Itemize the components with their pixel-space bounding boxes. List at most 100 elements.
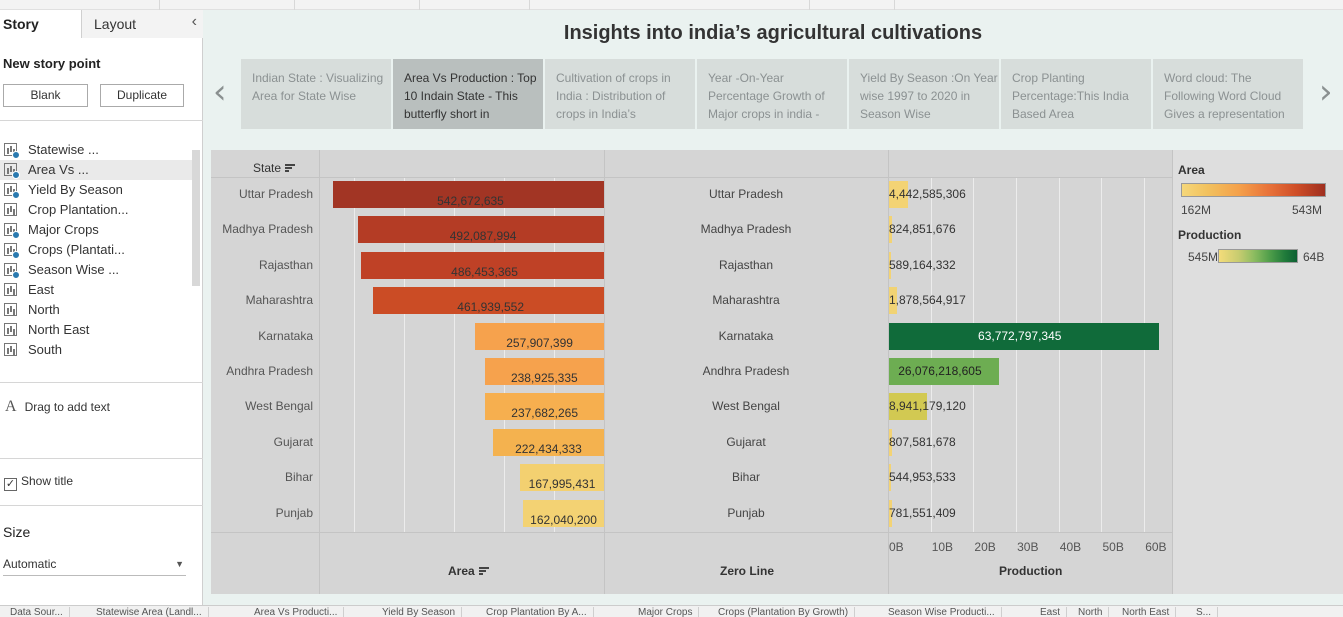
gridline bbox=[554, 178, 555, 532]
story-point-item[interactable]: Yield By Season bbox=[0, 180, 192, 200]
story-point-item[interactable]: Crops (Plantati... bbox=[0, 240, 192, 260]
production-bar[interactable] bbox=[889, 393, 927, 421]
sheet-tab[interactable]: Major Crops bbox=[632, 607, 700, 617]
sheet-tabs-bar: Data Sour... Statewise Area (Landl... Area… bbox=[0, 605, 1343, 617]
area-bar[interactable] bbox=[333, 181, 604, 208]
production-bar[interactable] bbox=[889, 287, 897, 315]
zero-line-axis-title: Zero Line bbox=[720, 564, 775, 578]
gridline bbox=[504, 178, 505, 532]
area-value-label: 486,453,365 bbox=[451, 264, 518, 279]
area-bar[interactable] bbox=[484, 358, 604, 385]
sort-icon[interactable] bbox=[285, 164, 296, 173]
story-point-caption[interactable]: Indian State : Visualizing Area for Stat… bbox=[241, 59, 391, 129]
blank-button[interactable]: Blank bbox=[3, 84, 88, 107]
story-point-item[interactable]: Statewise ... bbox=[0, 140, 192, 160]
production-value-label: 781,551,409 bbox=[889, 505, 956, 520]
area-bar[interactable] bbox=[373, 287, 604, 315]
production-tick-label: 60B bbox=[1145, 540, 1167, 554]
divider bbox=[0, 505, 203, 506]
size-label: Size bbox=[3, 524, 31, 540]
sheet-tab[interactable]: North East bbox=[1116, 607, 1177, 617]
production-bar[interactable] bbox=[889, 358, 1000, 385]
drag-text-item[interactable]: A Drag to add text bbox=[5, 398, 110, 416]
story-point-caption[interactable]: Year -On-Year Percentage Growth of Major… bbox=[697, 59, 847, 129]
zero-line-state-label: Madhya Pradesh bbox=[700, 222, 792, 237]
area-value-label: 461,939,552 bbox=[457, 300, 525, 315]
area-color-ramp bbox=[1181, 183, 1326, 197]
story-point-item[interactable]: Season Wise ... bbox=[0, 260, 192, 280]
tab-story[interactable]: Story bbox=[0, 10, 82, 38]
size-dropdown[interactable]: Automatic ▼ bbox=[3, 554, 186, 576]
story-point-caption[interactable]: Yield By Season :On Year wise 1997 to 20… bbox=[849, 59, 999, 129]
story-point-item[interactable]: Crop Plantation... bbox=[0, 200, 192, 220]
chevron-left-icon[interactable]: ‹ bbox=[191, 13, 197, 30]
pane-divider bbox=[888, 150, 889, 594]
sheet-tab[interactable]: Yield By Season bbox=[376, 607, 463, 617]
story-point-item[interactable]: East bbox=[0, 280, 192, 300]
story-pane: Story Layout ‹ New story point Blank Dup… bbox=[0, 10, 203, 605]
area-value-label: 238,925,335 bbox=[510, 371, 578, 385]
dashboard-icon bbox=[4, 303, 17, 316]
area-value-label: 237,682,265 bbox=[511, 406, 578, 421]
production-bar[interactable] bbox=[889, 464, 892, 492]
production-bar[interactable] bbox=[889, 251, 892, 279]
duplicate-button[interactable]: Duplicate bbox=[100, 84, 184, 107]
story-point-scrollbar[interactable] bbox=[192, 150, 200, 286]
sheet-tab[interactable]: Data Sour... bbox=[4, 607, 70, 617]
area-bar[interactable] bbox=[523, 499, 604, 527]
check-badge-icon bbox=[12, 271, 20, 279]
production-bar[interactable] bbox=[889, 181, 908, 208]
story-point-item[interactable]: Major Crops bbox=[0, 220, 192, 240]
production-bar[interactable] bbox=[889, 499, 893, 527]
sort-icon[interactable] bbox=[478, 567, 489, 576]
story-point-caption[interactable]: Word cloud: The Following Word Cloud Giv… bbox=[1153, 59, 1303, 129]
gridline bbox=[404, 178, 405, 532]
pane-divider bbox=[1172, 150, 1173, 594]
area-bar[interactable] bbox=[485, 393, 604, 421]
tab-layout[interactable]: Layout ‹ bbox=[82, 10, 203, 38]
production-bar[interactable] bbox=[889, 216, 893, 244]
state-header[interactable]: State bbox=[253, 161, 296, 175]
sheet-tab[interactable]: Statewise Area (Landl... bbox=[90, 607, 209, 617]
gridline bbox=[1144, 178, 1145, 532]
state-label: Madhya Pradesh bbox=[222, 222, 313, 237]
production-bar[interactable] bbox=[889, 428, 893, 456]
checkbox-checked-icon[interactable]: ✓ bbox=[4, 478, 17, 491]
area-bar[interactable] bbox=[475, 322, 604, 350]
story-navigator: Indian State : Visualizing Area for Stat… bbox=[241, 59, 1307, 129]
sheet-tab[interactable]: Season Wise Producti... bbox=[882, 607, 1002, 617]
story-point-item[interactable]: Area Vs ... bbox=[0, 160, 192, 180]
divider bbox=[0, 382, 203, 383]
sheet-tab[interactable]: Crop Plantation By A... bbox=[480, 607, 594, 617]
area-bar[interactable] bbox=[520, 464, 604, 492]
area-axis-title[interactable]: Area bbox=[448, 564, 489, 578]
sheet-tab[interactable]: North bbox=[1072, 607, 1110, 617]
story-point-caption[interactable]: Crop Planting Percentage:This India Base… bbox=[1001, 59, 1151, 129]
sheet-tab[interactable]: S... bbox=[1190, 607, 1219, 617]
story-point-item[interactable]: South bbox=[0, 340, 192, 360]
story-point-item[interactable]: North bbox=[0, 300, 192, 320]
sheet-tab[interactable]: Area Vs Producti... bbox=[248, 607, 345, 617]
zero-line-state-label: West Bengal bbox=[712, 399, 780, 414]
next-story-point-icon[interactable]: › bbox=[1319, 72, 1333, 112]
production-legend-title: Production bbox=[1178, 228, 1242, 242]
area-bar[interactable] bbox=[492, 428, 604, 456]
gridline bbox=[973, 178, 974, 532]
previous-story-point-icon[interactable]: ‹ bbox=[213, 72, 227, 112]
production-bar[interactable] bbox=[889, 322, 1160, 350]
zero-line-state-label: Karnataka bbox=[718, 328, 774, 343]
story-point-caption[interactable]: Cultivation of crops in India : Distribu… bbox=[545, 59, 695, 129]
show-title-label: Show title bbox=[21, 474, 74, 488]
production-value-label: 8,941,179,120 bbox=[889, 399, 966, 414]
sheet-tab[interactable]: Crops (Plantation By Growth) bbox=[712, 607, 856, 617]
zero-line-state-label: Bihar bbox=[731, 470, 760, 485]
dashboard-icon bbox=[4, 183, 17, 196]
area-bar[interactable] bbox=[361, 251, 604, 279]
gridline bbox=[931, 178, 932, 532]
sheet-tab[interactable]: East bbox=[1034, 607, 1068, 617]
area-bar[interactable] bbox=[358, 216, 604, 244]
area-value-label: 492,087,994 bbox=[449, 229, 517, 244]
show-title-checkbox[interactable]: ✓ Show title bbox=[4, 474, 73, 491]
story-point-caption[interactable]: Area Vs Production : Top 10 Indain State… bbox=[393, 59, 543, 129]
story-point-item[interactable]: North East bbox=[0, 320, 192, 340]
